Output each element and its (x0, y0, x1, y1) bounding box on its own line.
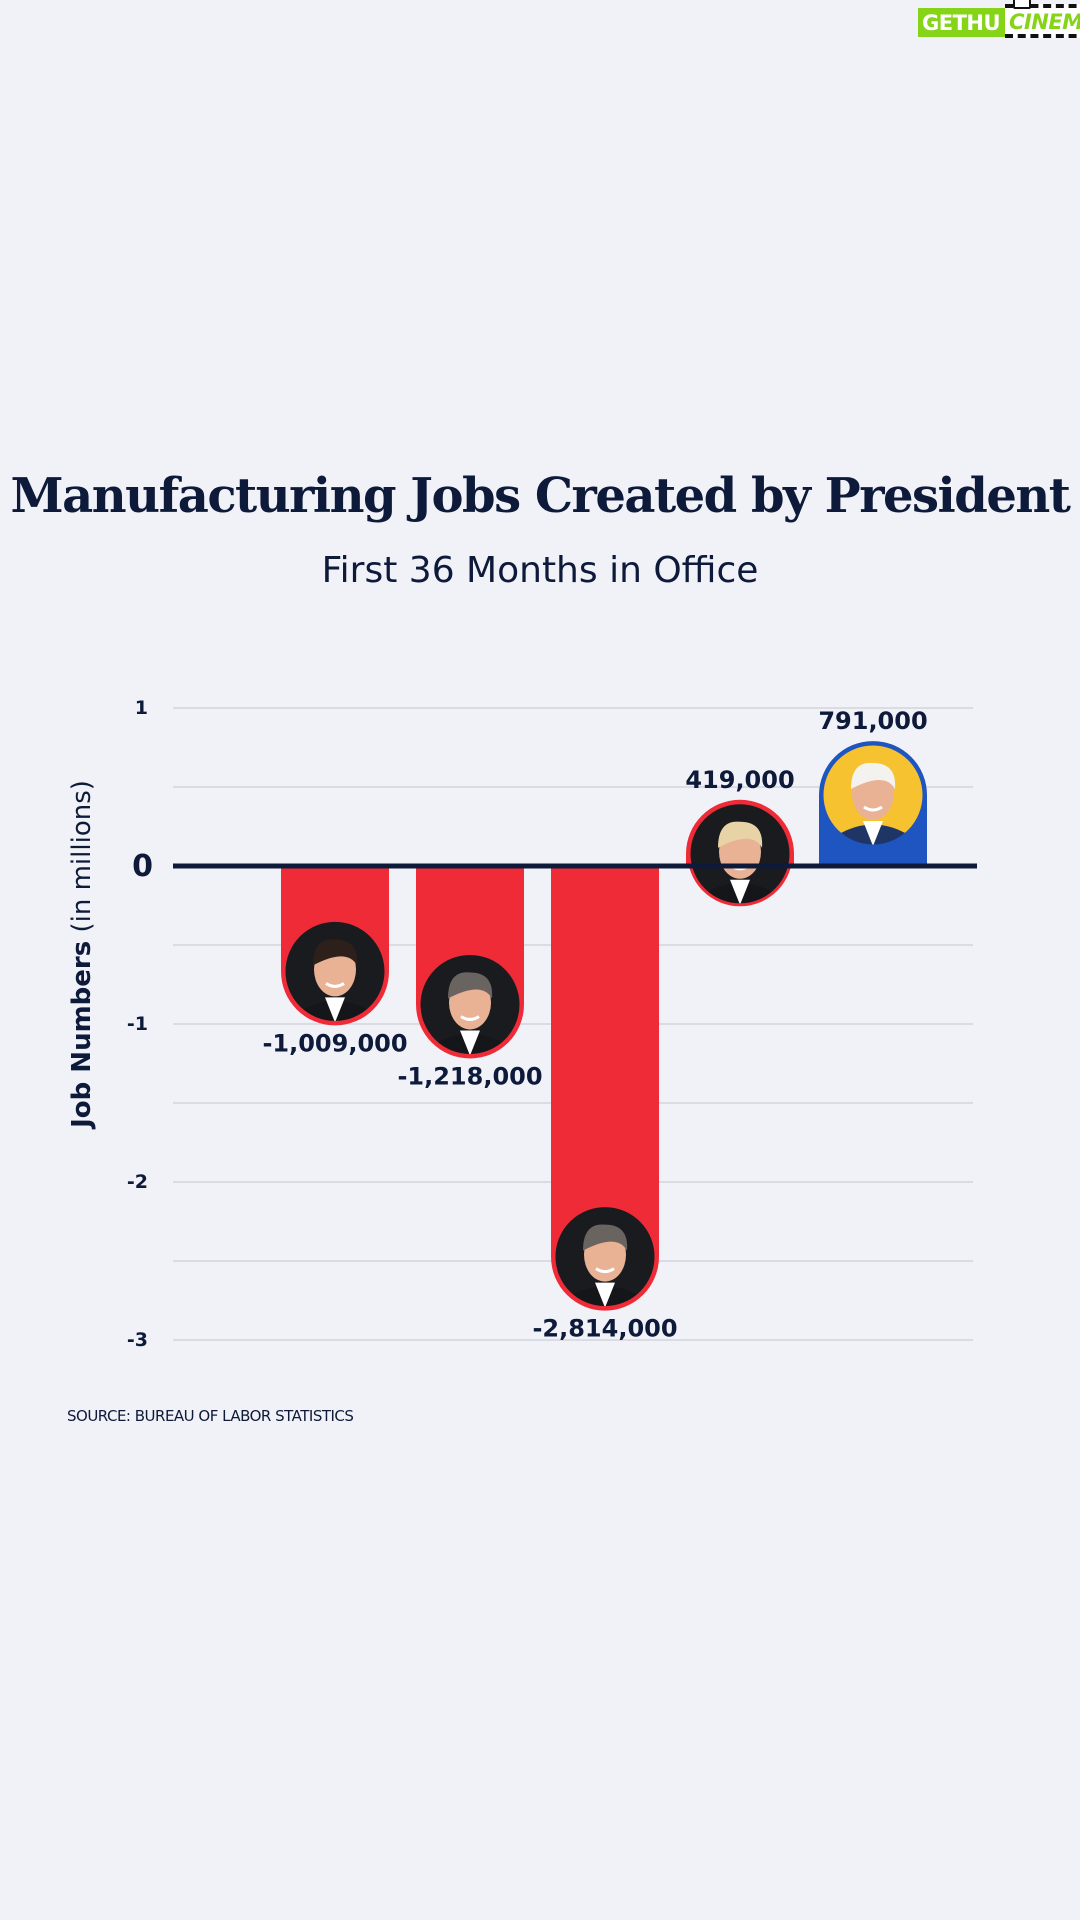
watermark-logo: GETHU CINEMA (918, 0, 1080, 40)
portrait-4-icon (689, 802, 791, 905)
source-note: SOURCE: BUREAU OF LABOR STATISTICS (67, 1407, 354, 1425)
portrait-ring (282, 918, 388, 1024)
y-tick-label: -1 (127, 1013, 148, 1035)
y-tick-label: -2 (127, 1171, 148, 1193)
chart-subtitle: First 36 Months in Office (321, 550, 759, 591)
portrait-ring (417, 951, 523, 1057)
chart-title: Manufacturing Jobs Created by President (10, 468, 1071, 524)
data-label: 791,000 (818, 707, 927, 735)
portrait-ring (687, 801, 793, 907)
portrait-ring (820, 742, 926, 848)
watermark-part1: GETHU (918, 8, 1006, 37)
portrait-ring (552, 1204, 658, 1310)
portrait-2-icon (419, 953, 521, 1056)
data-label: 419,000 (685, 766, 794, 794)
y-tick-label: 0 (132, 849, 153, 884)
watermark-part2: CINEMA (1005, 0, 1080, 38)
data-label: -2,814,000 (532, 1315, 677, 1343)
y-tick-label: -3 (127, 1329, 148, 1351)
camera-icon (1013, 0, 1032, 9)
y-tick-label: 1 (135, 697, 148, 719)
bar (551, 868, 659, 1311)
watermark-part2-text: CINEMA (1009, 10, 1080, 34)
data-label: -1,218,000 (397, 1062, 542, 1090)
data-label: -1,009,000 (262, 1029, 407, 1057)
